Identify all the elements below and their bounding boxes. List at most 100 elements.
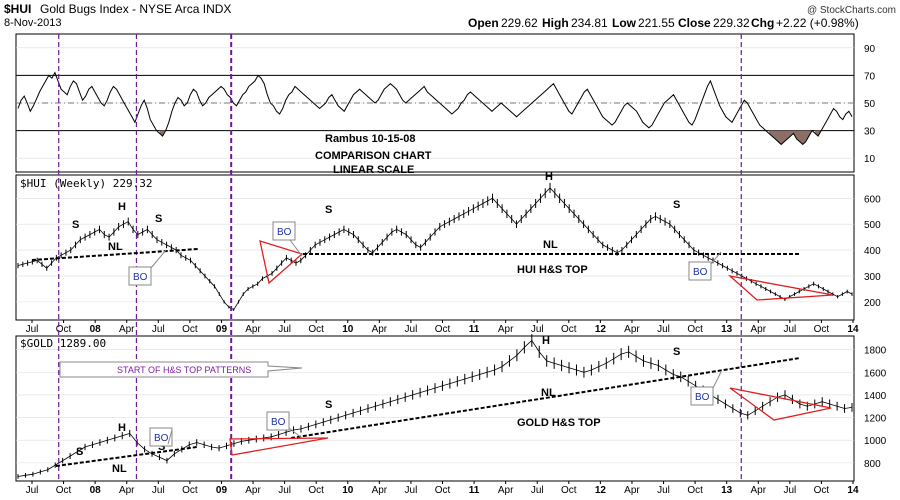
bo-box-1 (128, 266, 152, 286)
gold-triangle-1 (229, 437, 329, 456)
hui-xtick-label: 09 (216, 324, 228, 335)
gold-xtick-label: Apr (624, 485, 640, 496)
gold-xtick-label: Jul (278, 485, 291, 496)
hui-nl1: NL (108, 241, 123, 253)
hui-panel-title: $HUI (Weekly) 229.32 (20, 177, 152, 190)
gold-nl1: NL (112, 463, 127, 475)
hui-price-line (17, 187, 853, 311)
gold-ytick-label: 1800 (864, 346, 887, 357)
hui-xtick-label: Oct (435, 324, 451, 335)
grid-layer (16, 47, 854, 464)
rsi-ytick-label: 10 (864, 154, 876, 165)
bo-callout-6: BO (690, 371, 722, 406)
hui-panel (15, 174, 855, 321)
gold-triangle-2 (729, 387, 832, 421)
chart-date: 8-Nov-2013 (4, 17, 61, 29)
start-hs-callout: START OF H&S TOP PATTERNS (59, 361, 303, 378)
rsi-ytick-label: 30 (864, 127, 876, 138)
gold-xtick-label: 11 (469, 485, 480, 496)
open-label: Open (468, 16, 499, 30)
hui-xtick-label: 10 (342, 324, 354, 335)
close-value: 229.32 (713, 16, 750, 30)
gold-xtick-label: Apr (750, 485, 766, 496)
hui-triangle-1 (259, 240, 304, 285)
bo-pointer-5 (288, 427, 303, 439)
gold-xtick-label: Jul (152, 485, 165, 496)
hui-xtick-label: Jul (26, 324, 39, 335)
hui-xtick-label: Oct (308, 324, 324, 335)
hui-nl2: NL (543, 239, 558, 251)
gold-xtick-label: Jul (26, 485, 39, 496)
gold-xtick-label: Jul (783, 485, 796, 496)
gold-xtick-label: Oct (182, 485, 198, 496)
rsi-oversold-fill (159, 130, 822, 145)
gold-s3: S (325, 399, 332, 411)
hui-xtick-label: Jul (657, 324, 670, 335)
gold-xtick-label: 13 (721, 485, 733, 496)
gold-xtick-label: Oct (435, 485, 451, 496)
gold-series (17, 334, 853, 479)
gold-xtick-label: 10 (342, 485, 354, 496)
gold-xtick-label: Jul (405, 485, 418, 496)
hui-xtick-label: Apr (372, 324, 388, 335)
gold-xtick-label: 09 (216, 485, 228, 496)
gold-price-line (17, 339, 853, 477)
bo-box-2 (272, 221, 296, 241)
bo-box-5 (266, 411, 290, 431)
gold-neckline-2 (290, 357, 801, 439)
gold-xtick-label: Apr (119, 485, 135, 496)
gold-s1: S (76, 446, 83, 458)
gold-title: GOLD H&S TOP (517, 417, 601, 429)
gold-panel (15, 335, 855, 482)
hui-xtick-label: Jul (405, 324, 418, 335)
hui-xtick-label: Oct (814, 324, 830, 335)
gold-xtick-label: Oct (814, 485, 830, 496)
gold-xtick-label: Oct (308, 485, 324, 496)
rsi-ytick-label: 70 (864, 71, 876, 82)
hui-xtick-label: 12 (595, 324, 607, 335)
hui-h2: H (545, 171, 553, 183)
chart-symbol: $HUI (4, 2, 31, 16)
gold-xtick-label: Jul (657, 485, 670, 496)
hui-xtick-label: Jul (531, 324, 544, 335)
bo-box-6 (690, 386, 714, 406)
gold-xtick-label: 12 (595, 485, 607, 496)
linear-note: LINEAR SCALE (333, 164, 414, 176)
rambus-note: Rambus 10-15-08 (325, 133, 416, 145)
high-label: High (542, 16, 569, 30)
rsi-ytick-label: 50 (864, 99, 876, 110)
gold-xtick-label: Oct (561, 485, 577, 496)
hui-ytick-label: 500 (864, 220, 881, 231)
gold-xtick-label: Jul (531, 485, 544, 496)
start-hs-text: START OF H&S TOP PATTERNS (117, 365, 251, 375)
hui-xtick-label: Oct (561, 324, 577, 335)
gold-hs-labels: S H S NL S H S NL GOLD H&S TOP (76, 335, 680, 475)
hui-ytick-label: 400 (864, 246, 881, 257)
gold-ytick-label: 1200 (864, 414, 887, 425)
gold-xtick-label: 14 (847, 485, 859, 496)
chg-value: +2.22 (+0.98%) (776, 16, 859, 30)
bo-callout-3: BO (688, 251, 722, 281)
hui-ytick-label: 200 (864, 298, 881, 309)
hui-xtick-label: Oct (56, 324, 72, 335)
rsi-series (16, 71, 854, 146)
bo-box-4 (149, 427, 173, 447)
gold-s4: S (673, 346, 680, 358)
hui-xtick-label: Apr (624, 324, 640, 335)
comparison-note: COMPARISON CHART (315, 150, 432, 162)
chg-label: Chg (751, 16, 774, 30)
axis-layer: 10 30 50 70 90 200 300 400 500 600 800 1000 1200 1400… (26, 44, 887, 496)
hui-xtick-label: Apr (498, 324, 514, 335)
hui-xtick-label: Jul (783, 324, 796, 335)
hui-xtick-label: Oct (687, 324, 703, 335)
bo-box-3 (688, 261, 712, 281)
hui-triangle-2 (727, 274, 834, 301)
hui-s2: S (155, 213, 162, 225)
hui-xtick-label: Oct (182, 324, 198, 335)
low-label: Low (612, 16, 637, 30)
bo-callout-5: BO (266, 411, 303, 439)
gold-xtick-label: 08 (90, 485, 102, 496)
hui-ytick-label: 300 (864, 272, 881, 283)
bo-pointer-3 (710, 251, 722, 265)
hui-neckline-1 (31, 248, 199, 261)
